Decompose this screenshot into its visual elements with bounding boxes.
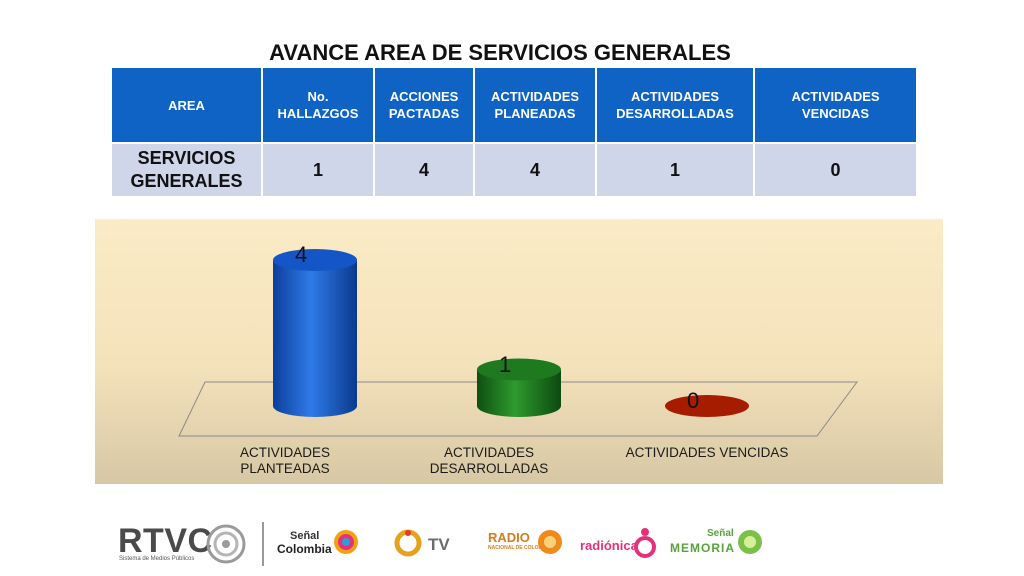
table-header-row: AREA No. HALLAZGOS ACCIONES PACTADAS ACT… bbox=[112, 68, 916, 144]
bar-body-1 bbox=[477, 369, 561, 417]
footer-logos: RTVC Sistema de Medios Públicos Señal Co… bbox=[110, 512, 790, 572]
cell-hallazgos: 1 bbox=[262, 143, 375, 196]
bar-chart bbox=[178, 249, 858, 437]
header-planeadas: ACTIVIDADES PLANEADAS bbox=[474, 68, 597, 144]
cell-vencidas: 0 bbox=[754, 143, 916, 196]
rtvc-logo-subtitle: Sistema de Medios Públicos bbox=[119, 556, 195, 562]
chart-panel: 4 ACTIVIDADES PLANTEADAS 1 ACTIVIDADES DESA… bbox=[95, 219, 943, 484]
bar-top-1 bbox=[477, 358, 561, 381]
cell-area: SERVICIOS GENERALES bbox=[112, 143, 263, 196]
colombia-label: Colombia bbox=[277, 542, 332, 556]
memoria-label: MEMORIA bbox=[670, 541, 735, 555]
radio-sub-label: NACIONAL DE COLOMBIA bbox=[488, 545, 552, 551]
rtvc-spiral-icon bbox=[206, 524, 246, 564]
radionica-icon bbox=[634, 528, 656, 558]
radionica-label: radiónica bbox=[580, 538, 638, 553]
bar-top-0 bbox=[273, 249, 357, 271]
rtvc-logo-text: RTVC bbox=[118, 522, 213, 560]
bar-0 bbox=[273, 249, 357, 417]
cell-planeadas: 4 bbox=[474, 143, 597, 196]
senal-memoria-senal-label: Señal bbox=[707, 528, 734, 539]
tv-label: TV bbox=[428, 535, 450, 554]
page-title: AVANCE AREA DE SERVICIOS GENERALES bbox=[269, 40, 731, 65]
data-label-2: 0 bbox=[687, 388, 700, 413]
header-area: AREA bbox=[112, 68, 263, 144]
radio-nacional-icon bbox=[538, 530, 562, 554]
header-desarrolladas: ACTIVIDADES DESARROLLADAS bbox=[596, 68, 755, 144]
bar-1 bbox=[477, 358, 561, 417]
senal-label: Señal bbox=[290, 530, 320, 542]
x-tick-label-2: ACTIVIDADES VENCIDAS bbox=[625, 445, 789, 460]
cell-desarrolladas: 1 bbox=[596, 143, 755, 196]
chart-floor bbox=[178, 381, 858, 437]
senal-memoria-icon bbox=[738, 530, 762, 554]
bar-top-2 bbox=[665, 395, 749, 417]
summary-table: AREA No. HALLAZGOS ACCIONES PACTADAS ACT… bbox=[112, 68, 916, 196]
header-hallazgos: No. HALLAZGOS bbox=[262, 68, 375, 144]
data-label-1: 1 bbox=[499, 351, 512, 377]
senal-colombia-icon bbox=[334, 530, 358, 554]
canal-tv-icon bbox=[394, 529, 422, 557]
footer-divider bbox=[262, 522, 264, 566]
table-row: SERVICIOS GENERALES 1 4 4 1 0 bbox=[112, 143, 916, 196]
x-tick-label-1: ACTIVIDADES DESARROLLADAS bbox=[429, 445, 549, 476]
x-tick-label-0: ACTIVIDADES PLANTEADAS bbox=[239, 445, 331, 476]
header-vencidas: ACTIVIDADES VENCIDAS bbox=[754, 68, 916, 144]
data-label-0: 4 bbox=[295, 242, 308, 267]
header-acciones: ACCIONES PACTADAS bbox=[374, 68, 475, 144]
bar-2 bbox=[665, 395, 749, 417]
bar-body-0 bbox=[273, 260, 357, 417]
cell-acciones: 4 bbox=[374, 143, 475, 196]
radio-label: RADIO bbox=[488, 530, 530, 545]
